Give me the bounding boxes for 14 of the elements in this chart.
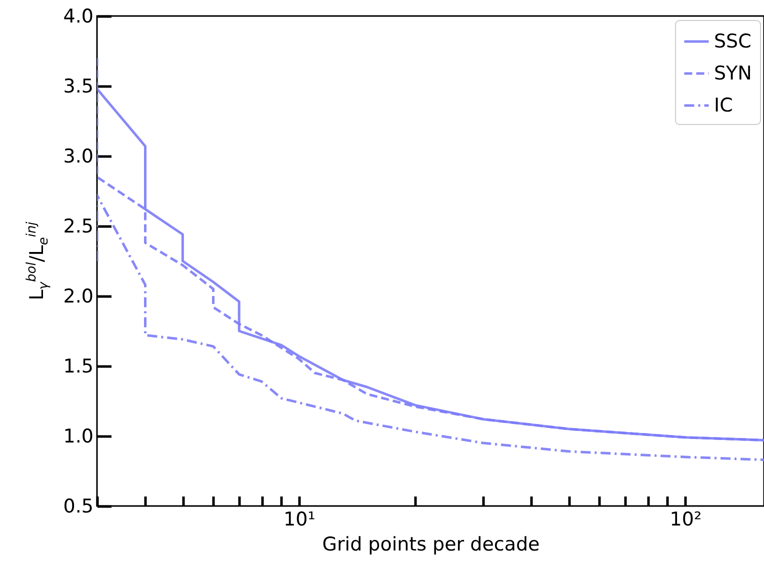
- y-tick-label: 2.5: [63, 216, 94, 238]
- y-tick-label: 3.0: [63, 146, 94, 168]
- legend-label: SYN: [714, 62, 752, 84]
- y-tick-label: 3.5: [63, 76, 94, 98]
- x-tick-label: 10¹: [284, 508, 316, 530]
- x-axis-title: Grid points per decade: [322, 534, 540, 556]
- y-tick-label: 2.0: [63, 286, 94, 308]
- legend-label: IC: [714, 94, 733, 116]
- y-tick-label: 0.5: [63, 496, 94, 518]
- x-tick-label: 10²: [670, 508, 702, 530]
- legend-label: SSC: [714, 30, 752, 52]
- y-tick-label: 1.5: [63, 356, 94, 378]
- y-tick-label: 4.0: [63, 6, 94, 28]
- y-tick-label: 1.0: [63, 426, 94, 448]
